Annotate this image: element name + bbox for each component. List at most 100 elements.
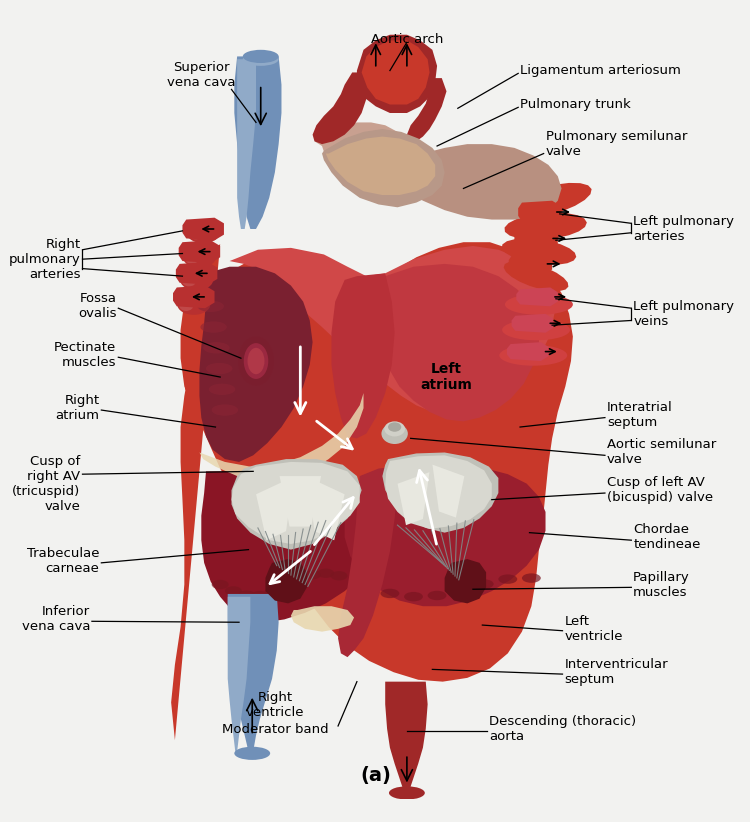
- Polygon shape: [322, 129, 445, 207]
- Text: Fossa
ovalis: Fossa ovalis: [78, 293, 116, 321]
- Polygon shape: [445, 559, 486, 603]
- Polygon shape: [307, 477, 344, 540]
- Text: Right
ventricle: Right ventricle: [245, 691, 304, 719]
- Ellipse shape: [206, 363, 232, 374]
- Text: Right
atrium: Right atrium: [56, 395, 100, 423]
- Polygon shape: [182, 218, 224, 240]
- Text: Left
ventricle: Left ventricle: [565, 615, 623, 643]
- Polygon shape: [514, 227, 558, 250]
- Ellipse shape: [452, 586, 470, 595]
- Text: Right
pulmonary
arteries: Right pulmonary arteries: [9, 238, 80, 280]
- Ellipse shape: [243, 53, 279, 66]
- Polygon shape: [234, 57, 281, 229]
- Text: Aortic arch: Aortic arch: [370, 33, 443, 46]
- Ellipse shape: [248, 348, 265, 374]
- Ellipse shape: [503, 320, 570, 340]
- Ellipse shape: [404, 592, 423, 602]
- Text: Trabeculae
carneae: Trabeculae carneae: [27, 547, 100, 575]
- Ellipse shape: [187, 223, 220, 243]
- Text: Papillary
muscles: Papillary muscles: [633, 570, 690, 598]
- Polygon shape: [505, 213, 586, 240]
- Polygon shape: [407, 78, 446, 141]
- Polygon shape: [200, 266, 313, 462]
- Polygon shape: [178, 240, 220, 263]
- Polygon shape: [388, 144, 562, 219]
- Polygon shape: [200, 393, 364, 481]
- Polygon shape: [326, 136, 435, 195]
- Ellipse shape: [278, 581, 295, 591]
- Polygon shape: [380, 144, 420, 179]
- Ellipse shape: [357, 583, 376, 592]
- Polygon shape: [516, 288, 558, 307]
- Ellipse shape: [211, 404, 238, 416]
- Polygon shape: [291, 606, 354, 631]
- Polygon shape: [398, 472, 430, 525]
- Ellipse shape: [238, 590, 255, 600]
- Polygon shape: [507, 342, 548, 361]
- Text: Pectinate
muscles: Pectinate muscles: [54, 341, 116, 369]
- Polygon shape: [332, 274, 394, 438]
- Polygon shape: [230, 246, 555, 415]
- Ellipse shape: [178, 298, 194, 311]
- Polygon shape: [502, 238, 576, 265]
- Ellipse shape: [388, 423, 401, 432]
- Polygon shape: [509, 252, 552, 275]
- Polygon shape: [171, 242, 573, 740]
- Text: Interatrial
septum: Interatrial septum: [607, 401, 673, 429]
- Ellipse shape: [251, 591, 268, 600]
- Polygon shape: [232, 462, 360, 544]
- Polygon shape: [386, 681, 427, 792]
- Text: Inferior
vena cava: Inferior vena cava: [22, 606, 90, 634]
- Ellipse shape: [389, 787, 424, 800]
- Polygon shape: [228, 597, 251, 751]
- Text: Interventricular
septum: Interventricular septum: [565, 658, 668, 686]
- Ellipse shape: [317, 569, 334, 578]
- Text: Left pulmonary
arteries: Left pulmonary arteries: [633, 215, 734, 243]
- Polygon shape: [237, 59, 256, 229]
- Ellipse shape: [498, 575, 517, 584]
- Ellipse shape: [304, 570, 321, 580]
- Text: Aortic semilunar
valve: Aortic semilunar valve: [607, 438, 716, 467]
- Ellipse shape: [197, 301, 224, 312]
- Polygon shape: [313, 72, 369, 144]
- Polygon shape: [362, 40, 430, 104]
- Ellipse shape: [384, 422, 405, 436]
- Polygon shape: [338, 467, 398, 657]
- Text: Superior
vena cava: Superior vena cava: [167, 62, 236, 90]
- Ellipse shape: [225, 586, 242, 596]
- Polygon shape: [357, 35, 437, 113]
- Ellipse shape: [475, 580, 494, 589]
- Polygon shape: [176, 262, 217, 284]
- Ellipse shape: [184, 251, 200, 264]
- Ellipse shape: [522, 574, 541, 583]
- Text: Cusp of left AV
(bicuspid) valve: Cusp of left AV (bicuspid) valve: [607, 476, 713, 504]
- Text: Left
atrium: Left atrium: [421, 362, 472, 392]
- Ellipse shape: [209, 384, 236, 395]
- Text: Pulmonary semilunar
valve: Pulmonary semilunar valve: [545, 130, 687, 158]
- Polygon shape: [382, 452, 498, 533]
- Polygon shape: [345, 467, 545, 606]
- Ellipse shape: [177, 294, 210, 315]
- Polygon shape: [386, 455, 492, 529]
- Ellipse shape: [291, 575, 308, 584]
- Text: Cusp of
right AV
(tricuspid)
valve: Cusp of right AV (tricuspid) valve: [12, 455, 80, 513]
- Ellipse shape: [188, 226, 203, 239]
- Ellipse shape: [244, 343, 268, 379]
- Ellipse shape: [382, 423, 408, 444]
- Polygon shape: [173, 285, 214, 308]
- Ellipse shape: [500, 345, 567, 366]
- Ellipse shape: [180, 270, 213, 290]
- Polygon shape: [232, 459, 362, 550]
- Ellipse shape: [238, 336, 274, 386]
- Polygon shape: [280, 476, 321, 527]
- Polygon shape: [256, 477, 294, 540]
- Polygon shape: [201, 471, 373, 622]
- Text: (a): (a): [360, 766, 392, 785]
- Polygon shape: [512, 314, 553, 333]
- Text: Pulmonary trunk: Pulmonary trunk: [520, 98, 631, 111]
- Polygon shape: [380, 264, 539, 422]
- Polygon shape: [228, 594, 279, 751]
- Text: Moderator band: Moderator band: [221, 723, 328, 737]
- Polygon shape: [505, 183, 592, 219]
- Ellipse shape: [265, 588, 281, 597]
